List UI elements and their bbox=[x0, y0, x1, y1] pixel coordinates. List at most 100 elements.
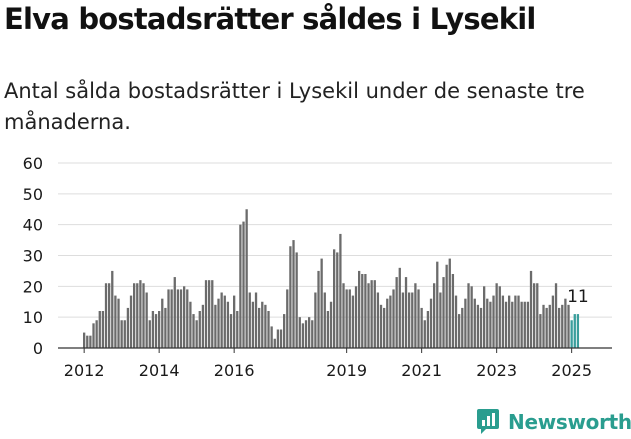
bar bbox=[320, 258, 323, 348]
bar bbox=[242, 221, 245, 348]
x-tick-label: 2025 bbox=[551, 361, 592, 380]
bar bbox=[392, 289, 395, 348]
bar bbox=[414, 283, 417, 348]
bar bbox=[429, 298, 433, 348]
bar bbox=[167, 289, 170, 348]
bar bbox=[354, 286, 358, 348]
newsworthy-logo-icon bbox=[477, 409, 499, 434]
bar bbox=[539, 314, 542, 348]
bar bbox=[311, 320, 314, 348]
bar bbox=[508, 295, 511, 348]
bar bbox=[336, 252, 339, 348]
bar bbox=[161, 298, 164, 348]
bar bbox=[86, 335, 89, 348]
bar bbox=[151, 311, 155, 348]
bar bbox=[542, 304, 545, 348]
bar bbox=[142, 283, 145, 348]
bar bbox=[367, 283, 370, 348]
bar bbox=[298, 317, 301, 348]
bar bbox=[451, 274, 455, 348]
bar bbox=[517, 295, 520, 348]
bar bbox=[445, 264, 448, 348]
bar bbox=[326, 311, 330, 348]
x-tick-label: 2021 bbox=[401, 361, 442, 380]
bar bbox=[486, 298, 489, 348]
bar bbox=[308, 317, 311, 348]
bar bbox=[576, 314, 580, 348]
bar bbox=[104, 283, 108, 348]
bar bbox=[304, 320, 308, 348]
x-tick-label: 2012 bbox=[64, 361, 105, 380]
bar bbox=[536, 283, 539, 348]
bar bbox=[504, 301, 508, 348]
x-tick-label: 2014 bbox=[139, 361, 180, 380]
y-tick-label: 40 bbox=[23, 216, 43, 235]
bar bbox=[567, 304, 570, 348]
bar bbox=[276, 329, 280, 348]
bar bbox=[523, 301, 526, 348]
brand-name: Newsworthy bbox=[508, 410, 631, 434]
bar bbox=[558, 307, 561, 348]
bar bbox=[89, 335, 92, 348]
bar bbox=[351, 295, 355, 348]
bar bbox=[323, 292, 326, 348]
bar bbox=[261, 301, 264, 348]
bar bbox=[436, 261, 439, 348]
bar bbox=[433, 283, 436, 348]
bar bbox=[220, 292, 223, 348]
bar bbox=[217, 298, 220, 348]
y-tick-label: 10 bbox=[23, 308, 43, 327]
bar bbox=[214, 304, 217, 348]
bar bbox=[464, 298, 467, 348]
bar bbox=[148, 320, 151, 348]
bar bbox=[379, 304, 383, 348]
bar bbox=[176, 289, 180, 348]
bar bbox=[333, 249, 336, 348]
bar bbox=[164, 307, 167, 348]
bar bbox=[423, 320, 426, 348]
bar bbox=[401, 292, 405, 348]
bar bbox=[133, 283, 136, 348]
bar bbox=[548, 304, 551, 348]
bar bbox=[186, 289, 189, 348]
bar bbox=[404, 277, 408, 348]
bar bbox=[301, 323, 305, 348]
bar bbox=[248, 292, 251, 348]
bar bbox=[114, 295, 117, 348]
bar bbox=[145, 292, 148, 348]
bar bbox=[529, 270, 533, 348]
bar bbox=[239, 224, 242, 348]
bar bbox=[111, 270, 114, 348]
bar bbox=[229, 314, 233, 348]
bar bbox=[345, 289, 348, 348]
x-tick-label: 2023 bbox=[476, 361, 517, 380]
bar bbox=[348, 289, 351, 348]
bar bbox=[370, 280, 373, 348]
bar bbox=[389, 295, 392, 348]
bar bbox=[545, 307, 548, 348]
bar bbox=[329, 301, 333, 348]
bar bbox=[95, 320, 98, 348]
bar bbox=[408, 292, 411, 348]
bar bbox=[92, 323, 95, 348]
bar bbox=[383, 307, 386, 348]
bar bbox=[442, 277, 445, 348]
bar bbox=[398, 267, 401, 348]
bar bbox=[417, 289, 420, 348]
bar bbox=[454, 295, 458, 348]
bar bbox=[179, 289, 183, 348]
bar bbox=[458, 314, 461, 348]
bar bbox=[479, 307, 483, 348]
bar bbox=[154, 314, 158, 348]
bar bbox=[195, 320, 198, 348]
bar bbox=[426, 311, 430, 348]
bar bbox=[511, 301, 514, 348]
bar bbox=[514, 295, 517, 348]
bar bbox=[173, 277, 176, 348]
bar bbox=[461, 307, 464, 348]
bar bbox=[564, 298, 567, 348]
bar bbox=[283, 314, 286, 348]
bar bbox=[136, 283, 139, 348]
bar bbox=[339, 233, 342, 348]
bar bbox=[492, 295, 495, 348]
